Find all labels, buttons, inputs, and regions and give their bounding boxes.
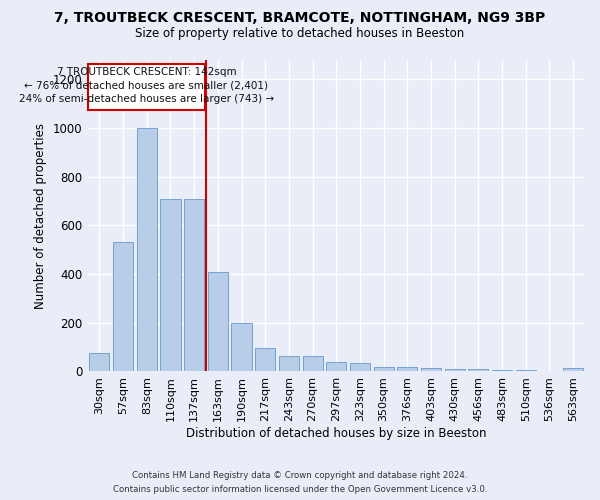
Text: Contains HM Land Registry data © Crown copyright and database right 2024.
Contai: Contains HM Land Registry data © Crown c…: [113, 472, 487, 494]
Bar: [492, 370, 512, 372]
Bar: [326, 362, 346, 372]
Text: Size of property relative to detached houses in Beeston: Size of property relative to detached ho…: [136, 28, 464, 40]
Bar: [208, 272, 228, 372]
Bar: [397, 366, 418, 372]
Bar: [279, 356, 299, 372]
Text: 7 TROUTBECK CRESCENT: 142sqm: 7 TROUTBECK CRESCENT: 142sqm: [56, 67, 236, 77]
Bar: [232, 323, 251, 372]
Bar: [302, 356, 323, 372]
Text: 24% of semi-detached houses are larger (743) →: 24% of semi-detached houses are larger (…: [19, 94, 274, 104]
Bar: [113, 242, 133, 372]
Bar: [563, 368, 583, 372]
Bar: [516, 370, 536, 372]
Text: 7, TROUTBECK CRESCENT, BRAMCOTE, NOTTINGHAM, NG9 3BP: 7, TROUTBECK CRESCENT, BRAMCOTE, NOTTING…: [55, 11, 545, 25]
Bar: [374, 366, 394, 372]
Bar: [350, 363, 370, 372]
FancyBboxPatch shape: [88, 64, 205, 110]
Bar: [445, 369, 465, 372]
Bar: [255, 348, 275, 372]
Bar: [89, 353, 109, 372]
X-axis label: Distribution of detached houses by size in Beeston: Distribution of detached houses by size …: [186, 427, 487, 440]
Y-axis label: Number of detached properties: Number of detached properties: [34, 122, 47, 308]
Bar: [469, 369, 488, 372]
Bar: [160, 198, 181, 372]
Bar: [184, 198, 204, 372]
Bar: [421, 368, 441, 372]
Text: ← 76% of detached houses are smaller (2,401): ← 76% of detached houses are smaller (2,…: [25, 80, 268, 90]
Bar: [137, 128, 157, 372]
